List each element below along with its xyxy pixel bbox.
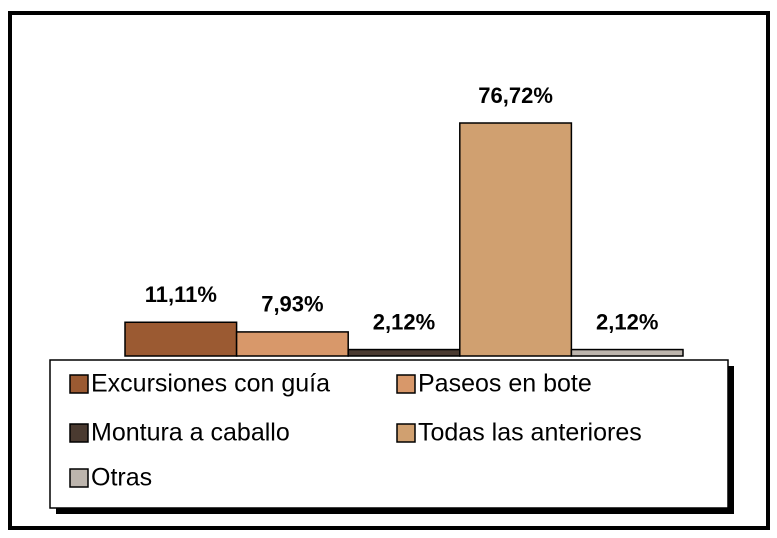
legend-label: Todas las anteriores: [418, 419, 642, 447]
bar: [570, 348, 684, 357]
legend-swatch: [69, 468, 89, 488]
bar: [235, 331, 349, 357]
legend-swatch: [396, 374, 416, 394]
legend-label: Paseos en bote: [418, 370, 592, 398]
value-label: 7,93%: [261, 292, 323, 317]
value-label: 2,12%: [596, 309, 658, 334]
legend-swatch: [69, 423, 89, 443]
value-label: 11,11%: [145, 282, 217, 307]
legend-swatch: [69, 374, 89, 394]
bar: [459, 122, 573, 357]
value-label: 76,72%: [478, 83, 553, 108]
bar: [124, 321, 238, 357]
legend-label: Otras: [91, 464, 152, 492]
legend-swatch: [396, 423, 416, 443]
bar: [347, 348, 461, 357]
legend-box: [49, 359, 729, 509]
legend-label: Montura a caballo: [91, 419, 290, 447]
legend-label: Excursiones con guía: [91, 370, 330, 398]
value-label: 2,12%: [373, 309, 435, 334]
